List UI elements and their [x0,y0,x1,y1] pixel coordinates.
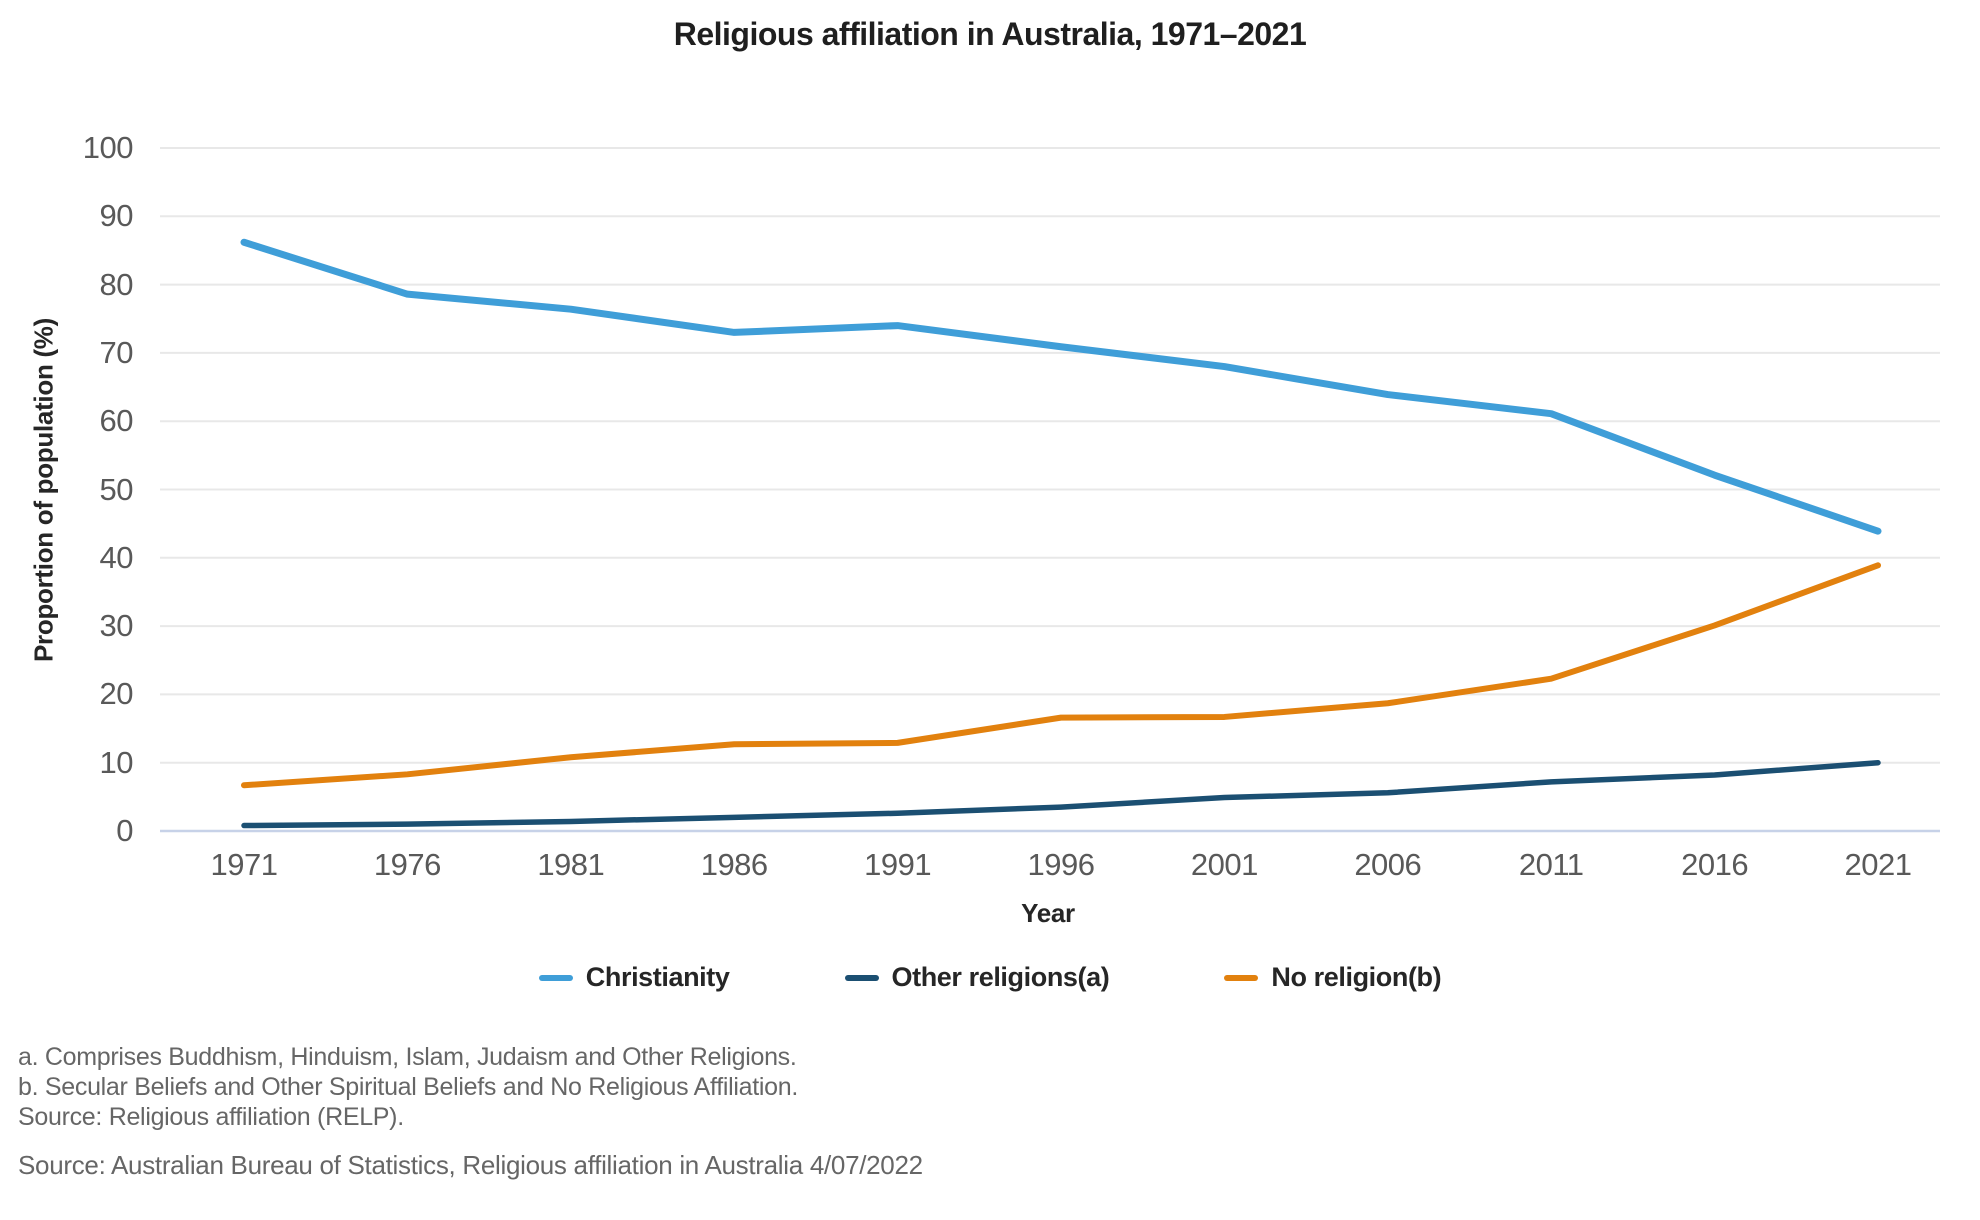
y-axis-title: Proportion of population (%) [28,318,59,662]
x-tick-1976: 1976 [373,847,441,882]
source-line: Source: Australian Bureau of Statistics,… [18,1150,923,1180]
plot-area [160,147,1940,833]
y-tick-60: 60 [99,403,134,439]
y-tick-40: 40 [99,539,134,575]
x-tick-2006: 2006 [1354,847,1422,882]
y-tick-100: 100 [82,130,134,165]
x-tick-1971: 1971 [210,847,278,882]
no-religion-line-swatch [1224,974,1259,981]
legend-label-no-religion: No religion(b) [1271,962,1442,992]
legend-item-christianity: Christianity [538,962,730,993]
x-tick-2016: 2016 [1681,847,1749,882]
y-tick-90: 90 [99,198,134,234]
x-tick-2001: 2001 [1190,847,1258,882]
y-tick-10: 10 [99,744,134,780]
x-tick-1986: 1986 [700,847,768,882]
series-line-other-religions [241,759,1881,829]
y-tick-50: 50 [99,471,134,507]
christianity-line-swatch [538,974,573,981]
y-tick-0: 0 [116,813,133,848]
footnote-source: Source: Religious affiliation (RELP). [18,1103,404,1131]
legend-item-other-religions: Other religions(a) [844,962,1110,993]
x-tick-2021: 2021 [1844,847,1912,882]
legend-item-no-religion: No religion(b) [1224,962,1442,993]
footnote-a: a. Comprises Buddhism, Hinduism, Islam, … [18,1043,797,1071]
legend: Christianity Other religions(a) No relig… [0,962,1980,993]
footnotes: a. Comprises Buddhism, Hinduism, Islam, … [18,1042,798,1132]
legend-label-christianity: Christianity [585,962,730,992]
x-tick-1991: 1991 [864,847,932,882]
y-tick-30: 30 [99,608,134,644]
x-tick-2011: 2011 [1518,847,1584,882]
y-tick-20: 20 [99,676,134,712]
other-religions-line-swatch [844,974,879,981]
x-axis-title: Year [1021,898,1075,928]
legend-label-other-religions: Other religions(a) [891,962,1110,992]
y-tick-80: 80 [99,266,134,302]
y-tick-70: 70 [99,334,134,370]
series-line-no-religion [241,562,1881,789]
x-tick-1996: 1996 [1027,847,1095,882]
series-line-christianity [240,238,1882,535]
x-tick-1981: 1981 [537,847,605,882]
chart-title: Religious affiliation in Australia, 1971… [673,16,1307,52]
footnote-b: b. Secular Beliefs and Other Spiritual B… [18,1073,798,1101]
